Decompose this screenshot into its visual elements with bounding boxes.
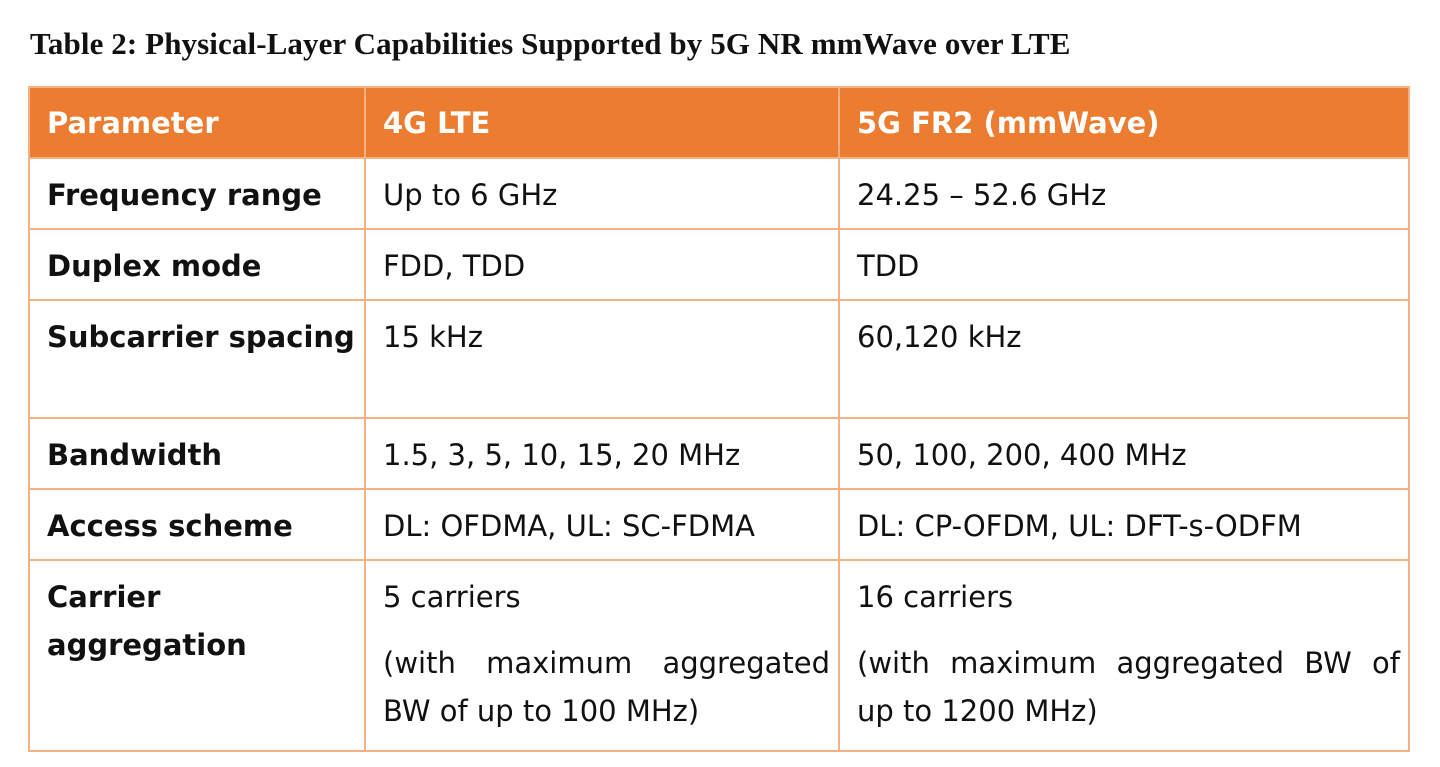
header-5g-fr2: 5G FR2 (mmWave) [838,86,1410,159]
param-cell: Bandwidth [28,417,366,490]
param-cell: Duplex mode [28,228,366,301]
lte-cell: 1.5, 3, 5, 10, 15, 20 MHz [364,417,840,490]
nr-cell: 60,120 kHz [838,299,1410,419]
lte-carrier-note: (with maximum aggregated BW of up to 100… [383,646,830,728]
nr-cell: 50, 100, 200, 400 MHz [838,417,1410,490]
nr-cell: DL: CP-OFDM, UL: DFT-s-ODFM [838,488,1410,561]
param-cell: Frequency range [28,157,366,230]
table-row: Bandwidth 1.5, 3, 5, 10, 15, 20 MHz 50, … [28,417,1410,490]
header-parameter: Parameter [28,86,366,159]
lte-cell: DL: OFDMA, UL: SC-FDMA [364,488,840,561]
table-row: Frequency range Up to 6 GHz 24.25 – 52.6… [28,157,1410,230]
table-header-row: Parameter 4G LTE 5G FR2 (mmWave) [28,86,1410,159]
param-cell: Carrier aggregation [28,559,366,752]
nr-cell: 24.25 – 52.6 GHz [838,157,1410,230]
table-caption: Table 2: Physical-Layer Capabilities Sup… [30,26,1071,61]
lte-cell: 15 kHz [364,299,840,419]
nr-carrier-count: 16 carriers [857,580,1014,614]
table-row: Access scheme DL: OFDMA, UL: SC-FDMA DL:… [28,488,1410,561]
nr-cell: TDD [838,228,1410,301]
param-cell: Subcarrier spacing [28,299,366,419]
table-row: Carrier aggregation 5 carriers (with max… [28,559,1410,752]
lte-cell: FDD, TDD [364,228,840,301]
header-4g-lte: 4G LTE [364,86,840,159]
lte-cell: 5 carriers (with maximum aggregated BW o… [364,559,840,752]
table-row: Subcarrier spacing 15 kHz 60,120 kHz [28,299,1410,419]
lte-cell: Up to 6 GHz [364,157,840,230]
nr-carrier-note: (with maximum aggregated BW of up to 120… [857,646,1400,728]
table-row: Duplex mode FDD, TDD TDD [28,228,1410,301]
param-cell: Access scheme [28,488,366,561]
nr-cell: 16 carriers (with maximum aggregated BW … [838,559,1410,752]
lte-carrier-count: 5 carriers [383,580,521,614]
capabilities-table: Parameter 4G LTE 5G FR2 (mmWave) Frequen… [28,86,1410,752]
